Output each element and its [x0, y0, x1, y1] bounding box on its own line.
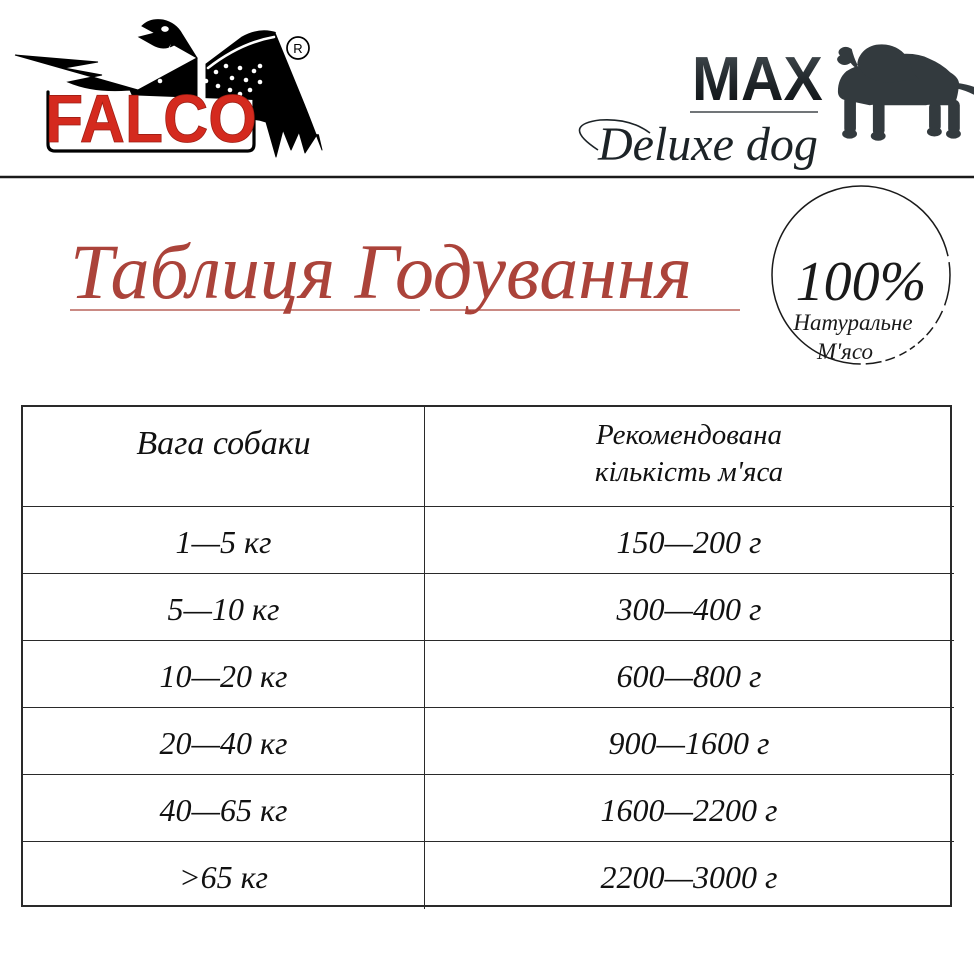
svg-text:R: R [293, 41, 302, 56]
svg-text:Таблиця Годування: Таблиця Годування [70, 228, 692, 315]
svg-text:Натуральне: Натуральне [792, 310, 912, 335]
svg-text:М'ясо: М'ясо [816, 339, 873, 364]
svg-text:MAX: MAX [692, 44, 823, 114]
svg-text:Deluxe dog: Deluxe dog [597, 118, 818, 171]
svg-text:100%: 100% [796, 251, 927, 313]
svg-text:FALCO: FALCO [45, 81, 257, 157]
